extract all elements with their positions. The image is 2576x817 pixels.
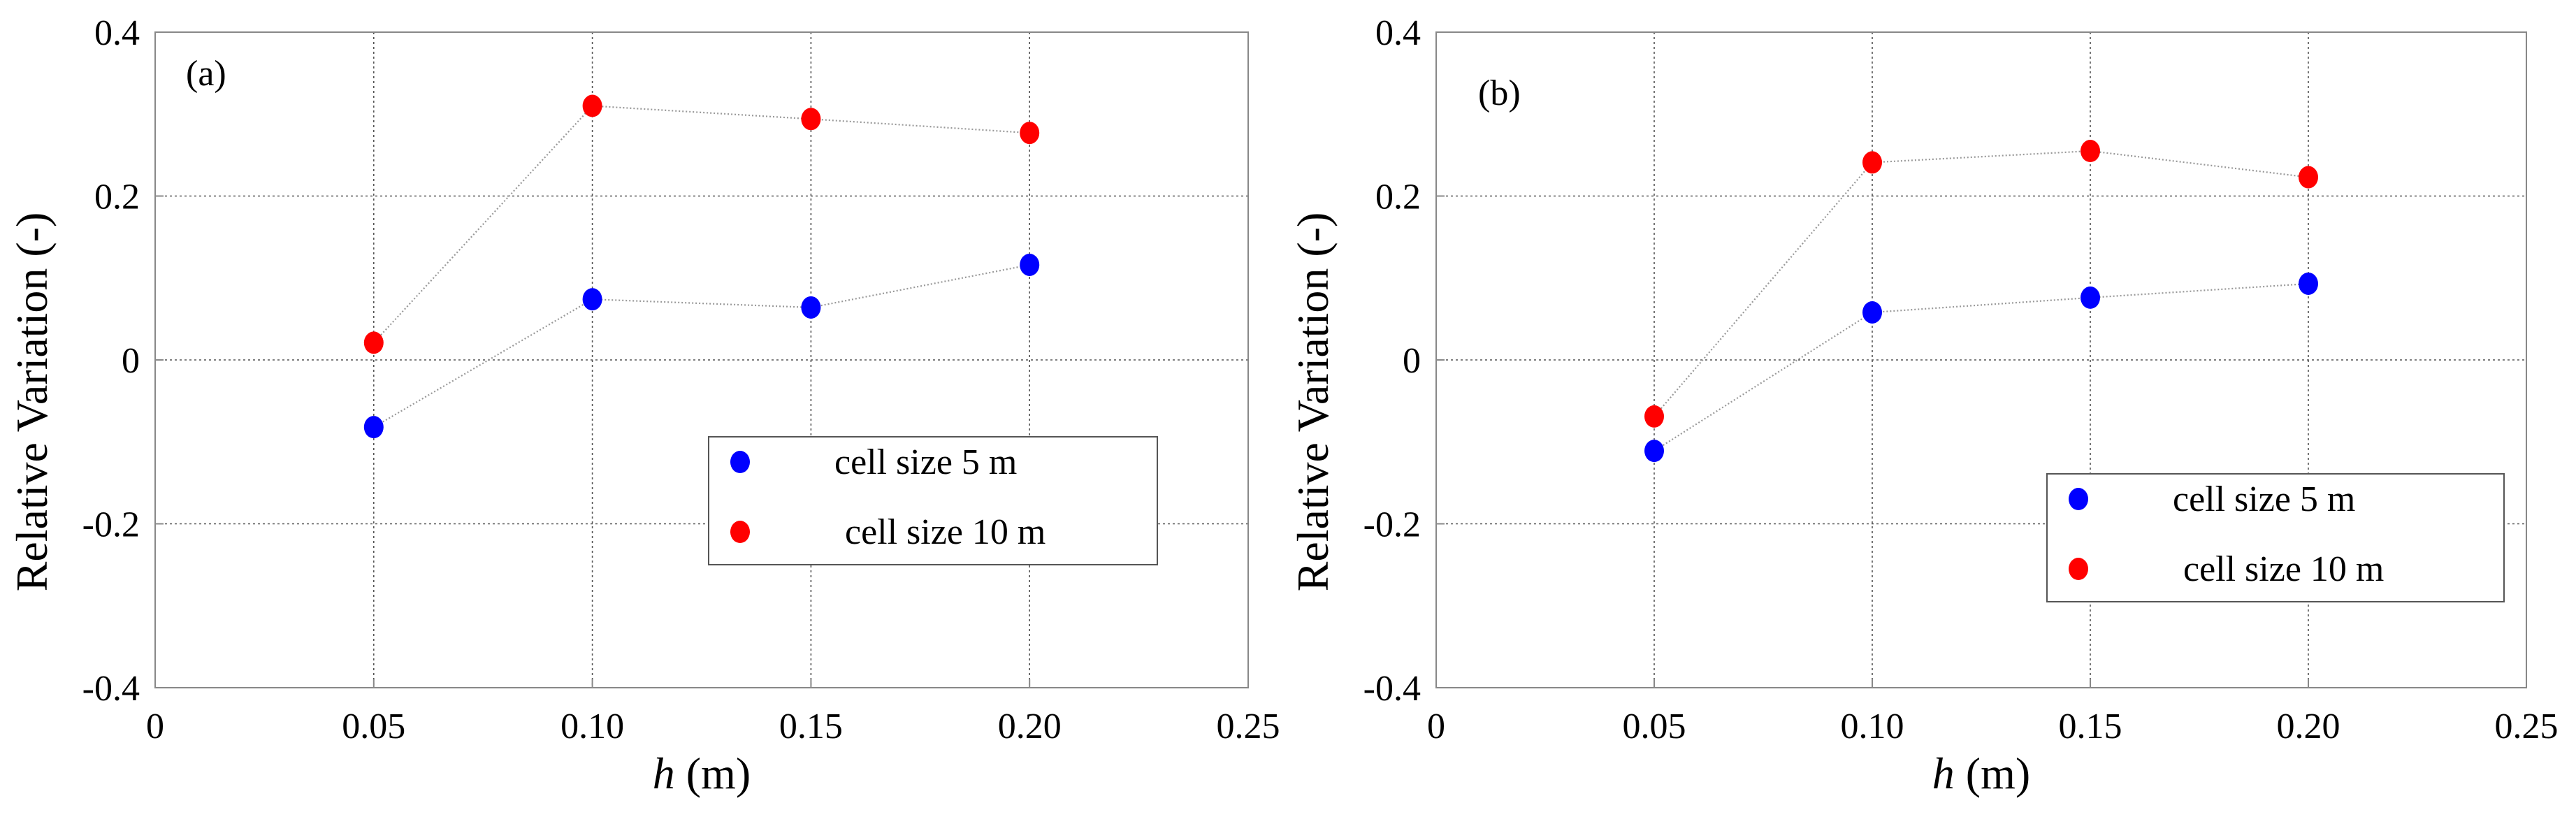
legend-label: cell size 10 m bbox=[2183, 549, 2384, 589]
data-point bbox=[801, 296, 821, 319]
legend-label: cell size 5 m bbox=[2173, 479, 2355, 519]
x-axis-label-unit: (m) bbox=[675, 749, 751, 798]
data-point bbox=[1020, 122, 1040, 145]
data-point bbox=[1862, 151, 1882, 174]
data-point bbox=[1644, 405, 1664, 428]
data-point bbox=[2299, 272, 2318, 295]
data-point bbox=[582, 94, 602, 117]
y-tick-label: 0 bbox=[1403, 341, 1421, 381]
series-cell-size-10m bbox=[363, 94, 1040, 354]
series-cell-size-5m bbox=[1644, 272, 2318, 463]
y-tick-label: -0.2 bbox=[1363, 505, 1421, 545]
x-axis-label-unit: (m) bbox=[1955, 749, 2030, 798]
chart-panel-b: 0 0.05 0.10 0.15 0.20 0.250.40.20-0.2-0.4h (m… bbox=[1288, 13, 2559, 798]
legend-marker bbox=[2069, 558, 2088, 580]
x-axis-label: h (m) bbox=[653, 749, 751, 798]
panel-label: (a) bbox=[186, 54, 226, 94]
data-point bbox=[363, 331, 384, 354]
data-point bbox=[2081, 140, 2100, 163]
x-axis-label-variable: h bbox=[653, 749, 675, 798]
x-tick-label: 0 bbox=[1427, 707, 1445, 746]
x-axis-label: h (m) bbox=[1932, 749, 2030, 798]
legend-label: cell size 5 m bbox=[834, 442, 1017, 482]
legend-box bbox=[2046, 473, 2505, 602]
x-tick-label: 0.25 bbox=[1217, 707, 1280, 746]
x-tick-label: 0.15 bbox=[779, 707, 843, 746]
data-point bbox=[1644, 440, 1664, 463]
legend-marker bbox=[2069, 488, 2088, 510]
x-tick-label: 0.10 bbox=[1841, 707, 1904, 746]
data-point bbox=[582, 288, 602, 311]
panel-label: (b) bbox=[1478, 73, 1521, 113]
grid bbox=[155, 32, 1248, 688]
y-axis-label: Relative Variation (-) bbox=[1288, 212, 1338, 592]
series-line bbox=[1654, 282, 2309, 452]
series-line bbox=[372, 105, 1030, 344]
y-tick-label: -0.4 bbox=[82, 669, 140, 709]
series-line bbox=[1654, 150, 2309, 417]
data-point bbox=[1020, 253, 1040, 276]
data-point bbox=[2081, 286, 2100, 309]
legend: cell size 5 m cell size 10 m bbox=[708, 436, 1158, 565]
series-line bbox=[373, 263, 1030, 428]
chart-panel-a: 0 0.05 0.10 0.15 0.20 0.250.40.20-0.2-0.4h (m… bbox=[7, 13, 1280, 798]
y-axis-label: Relative Variation (-) bbox=[7, 212, 57, 592]
data-point bbox=[363, 416, 384, 439]
data-point bbox=[2299, 166, 2318, 189]
x-tick-label: 0 bbox=[146, 707, 164, 746]
y-tick-label: 0.2 bbox=[1375, 178, 1421, 217]
legend-box bbox=[708, 436, 1158, 565]
series-cell-size-10m bbox=[1644, 140, 2318, 428]
x-axis-label-variable: h bbox=[1932, 749, 1955, 798]
y-tick-label: 0.4 bbox=[94, 13, 140, 53]
series-cell-size-5m bbox=[363, 253, 1040, 439]
x-tick-label: 0.10 bbox=[560, 707, 624, 746]
y-tick-label: 0.4 bbox=[1375, 13, 1421, 53]
y-tick-label: -0.2 bbox=[82, 505, 140, 545]
legend-label: cell size 10 m bbox=[845, 512, 1045, 552]
y-tick-label: 0.2 bbox=[94, 178, 140, 217]
legend-marker bbox=[730, 521, 750, 543]
x-tick-label: 0.15 bbox=[2059, 707, 2122, 746]
x-tick-label: 0.20 bbox=[2277, 707, 2340, 746]
x-tick-label: 0.05 bbox=[1623, 707, 1686, 746]
data-point bbox=[1862, 301, 1882, 324]
x-tick-label: 0.25 bbox=[2495, 707, 2559, 746]
x-tick-label: 0.20 bbox=[998, 707, 1062, 746]
x-tick-label: 0.05 bbox=[342, 707, 405, 746]
y-tick-label: 0 bbox=[122, 341, 140, 381]
plot-area bbox=[154, 31, 1249, 688]
y-tick-label: -0.4 bbox=[1363, 669, 1421, 709]
legend-marker bbox=[730, 451, 750, 473]
data-point bbox=[801, 108, 821, 131]
legend: cell size 5 m cell size 10 m bbox=[2046, 473, 2505, 602]
